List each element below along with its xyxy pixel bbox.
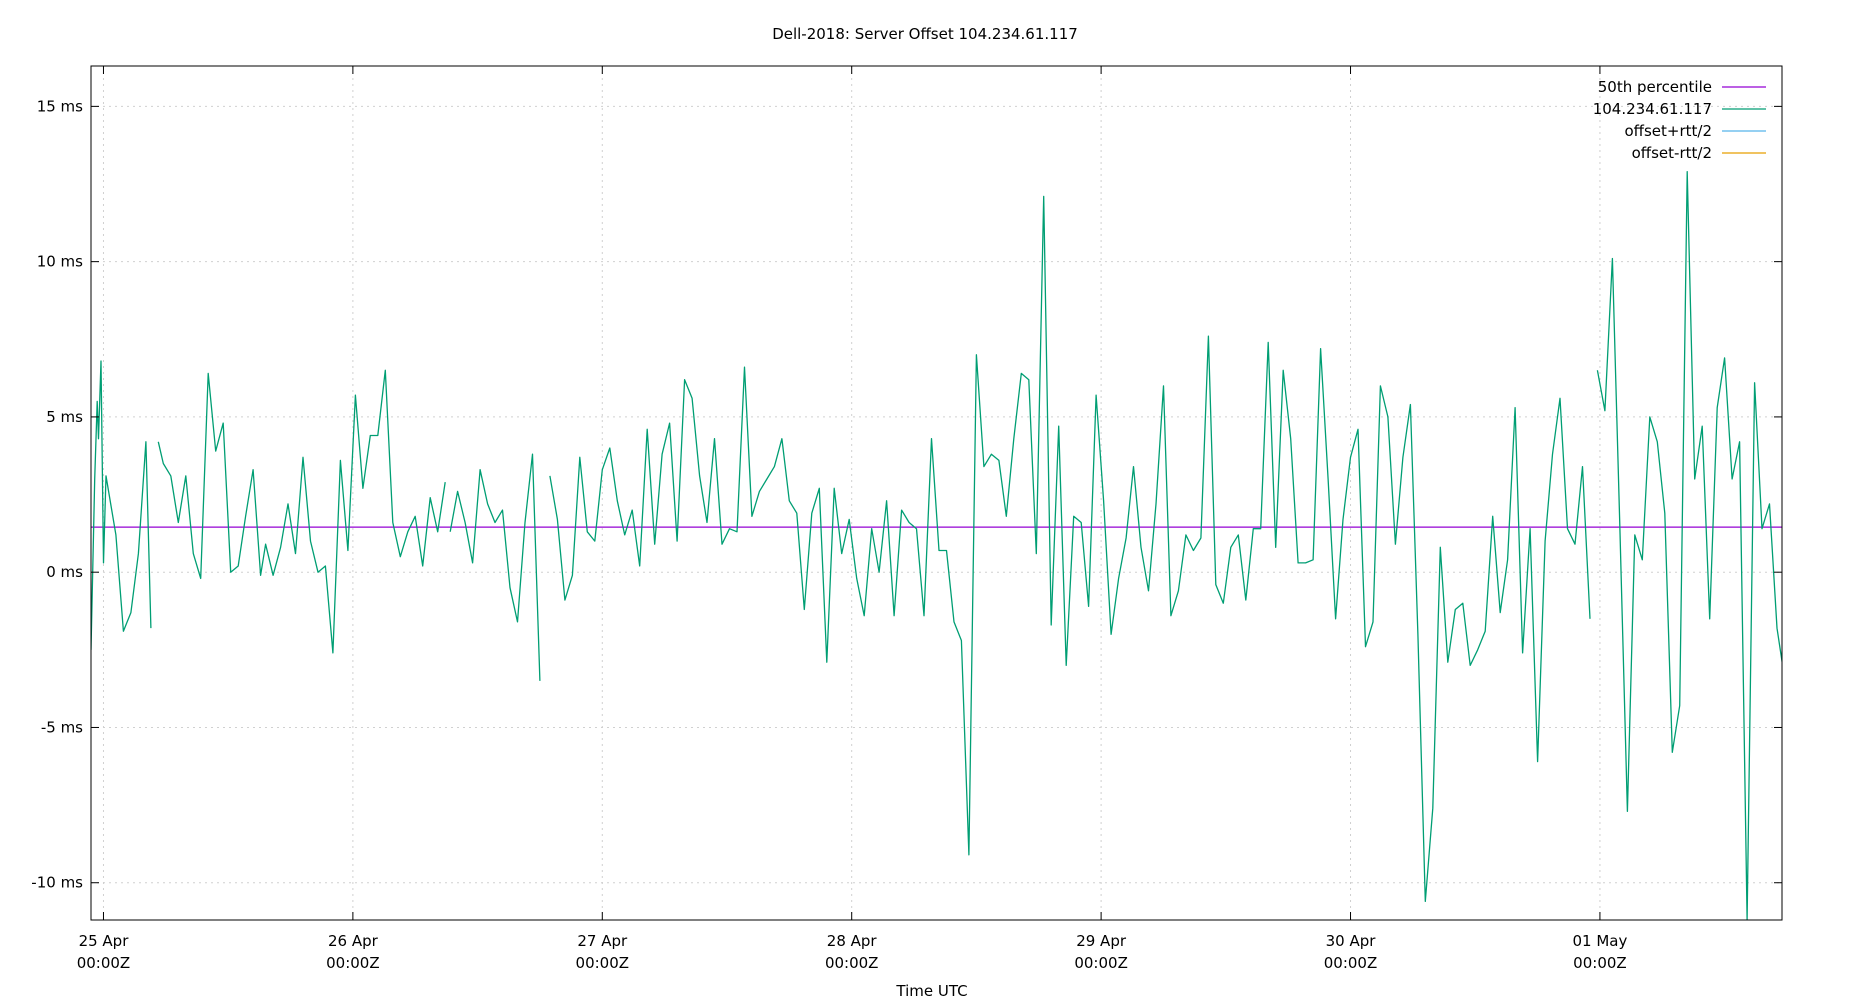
y-tick-label: -10 ms — [31, 874, 83, 892]
y-axis: 15 ms 10 ms 5 ms 0 ms -5 ms -10 ms — [31, 97, 1782, 892]
plot-frame — [90, 65, 1783, 921]
x-tick-label-date: 30 Apr — [1326, 932, 1377, 950]
x-tick-label-time: 00:00Z — [1324, 954, 1378, 972]
x-tick-label-time: 00:00Z — [1074, 954, 1128, 972]
legend-entry: offset-rtt/2 — [1632, 144, 1766, 162]
x-tick-label-date: 01 May — [1572, 932, 1627, 950]
legend-label: 50th percentile — [1598, 78, 1712, 96]
legend-label: offset+rtt/2 — [1624, 122, 1712, 140]
legend-label: 104.234.61.117 — [1593, 100, 1712, 118]
y-tick-label: 15 ms — [37, 97, 83, 115]
y-tick-label: 5 ms — [46, 408, 83, 426]
series-layer — [91, 170, 1782, 920]
x-tick-label-time: 00:00Z — [77, 954, 131, 972]
y-tick-label: 10 ms — [37, 253, 83, 271]
x-axis-label: Time UTC — [895, 982, 967, 1000]
x-tick-label-date: 26 Apr — [328, 932, 379, 950]
x-tick-label-time: 00:00Z — [1573, 954, 1627, 972]
chart-title: Dell-2018: Server Offset 104.234.61.117 — [772, 25, 1078, 43]
x-tick-label-date: 29 Apr — [1076, 932, 1127, 950]
x-tick-label-date: 27 Apr — [577, 932, 628, 950]
x-tick-label-time: 00:00Z — [326, 954, 380, 972]
legend: 50th percentile 104.234.61.117 offset+rtt/… — [1593, 78, 1766, 162]
legend-entry: offset+rtt/2 — [1624, 122, 1766, 140]
x-tick-label-time: 00:00Z — [825, 954, 879, 972]
legend-entry: 50th percentile — [1598, 78, 1766, 96]
x-axis: 25 Apr 00:00Z 26 Apr 00:00Z 27 Apr 00:00Z 28 A… — [77, 66, 1627, 972]
x-tick-label-time: 00:00Z — [576, 954, 630, 972]
legend-label: offset-rtt/2 — [1632, 144, 1712, 162]
x-tick-label-date: 28 Apr — [827, 932, 878, 950]
y-tick-label: 0 ms — [46, 563, 83, 581]
offset-series-line — [91, 170, 1782, 920]
legend-entry: 104.234.61.117 — [1593, 100, 1766, 118]
x-tick-label-date: 25 Apr — [79, 932, 130, 950]
grid — [91, 66, 1782, 920]
y-tick-label: -5 ms — [41, 718, 83, 736]
